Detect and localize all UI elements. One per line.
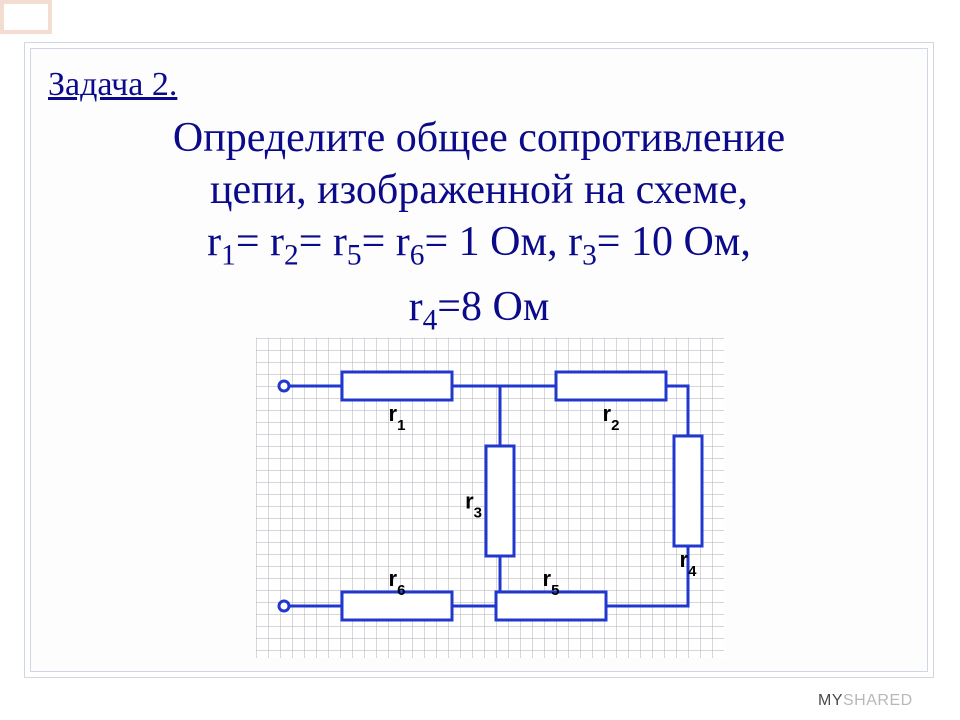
- watermark: MYSHARED: [818, 692, 913, 710]
- watermark-suffix: SHARED: [843, 692, 913, 709]
- corner-decoration-inner: [4, 4, 48, 30]
- body-subscript: 1: [221, 239, 236, 271]
- problem-title: Задача 2.: [48, 66, 177, 104]
- resistor-label-r1: r1: [389, 401, 406, 434]
- body-subscript: 5: [347, 239, 362, 271]
- problem-body: Определите общее сопротивление цепи, изоб…: [50, 112, 908, 347]
- body-line: Определите общее сопротивление: [50, 112, 908, 164]
- body-line: r4=8 Ом: [50, 281, 908, 346]
- terminal: [279, 601, 289, 611]
- body-segment: r: [207, 219, 221, 265]
- resistor-label-r2: r2: [603, 401, 620, 434]
- body-segment: = 10 Ом,: [597, 219, 751, 265]
- circuit-svg: r1r2r4r3r5r6: [256, 338, 724, 658]
- resistor-r2: [556, 372, 666, 400]
- circuit-diagram: r1r2r4r3r5r6: [256, 338, 724, 658]
- body-segment: цепи, изображенной на схеме,: [210, 167, 748, 213]
- body-subscript: 6: [410, 239, 425, 271]
- body-segment: = r: [362, 219, 410, 265]
- body-subscript: 4: [423, 305, 438, 337]
- body-segment: = r: [236, 219, 284, 265]
- resistor-r4: [674, 436, 702, 546]
- terminal: [279, 381, 289, 391]
- body-segment: = r: [299, 219, 347, 265]
- body-subscript: 2: [284, 239, 299, 271]
- body-segment: Определите общее сопротивление: [173, 115, 785, 161]
- resistor-label-r3: r3: [465, 489, 482, 522]
- resistor-r1: [342, 372, 452, 400]
- body-line: r1= r2= r5= r6= 1 Ом, r3= 10 Ом,: [50, 216, 908, 281]
- watermark-prefix: MY: [818, 692, 843, 709]
- body-segment: =8 Ом: [437, 284, 549, 330]
- body-segment: = 1 Ом, r: [424, 219, 582, 265]
- body-subscript: 3: [582, 239, 597, 271]
- body-line: цепи, изображенной на схеме,: [50, 164, 908, 216]
- body-segment: r: [409, 284, 423, 330]
- resistor-r3: [486, 446, 514, 556]
